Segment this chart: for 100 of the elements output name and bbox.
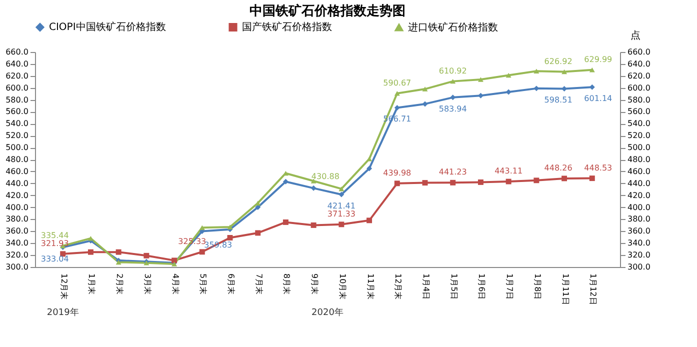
y-tick-label: 540.0 [6,119,28,128]
point [338,222,344,228]
x-tick-label: 1月末 [87,274,96,295]
point [562,176,568,182]
x-tick-label: 11月末 [366,274,375,300]
point [366,218,372,224]
point [478,179,484,185]
point [534,178,540,184]
y2-tick-label: 560.0 [628,107,650,116]
point [310,222,316,228]
text: 2019年 [46,307,79,318]
point [422,101,428,107]
chart-title: 中国铁矿石价格指数走势图 [250,3,406,19]
y2-tick-label: 320.0 [628,250,650,260]
y2-tick-label: 340.0 [628,238,650,248]
y-tick-label: 580.0 [6,95,28,104]
y2-tick-label: 500.0 [628,143,650,152]
point [450,180,456,186]
point [589,68,595,72]
data-label: 583.94 [438,104,467,114]
point [562,69,568,74]
point [338,192,344,198]
x-tick-label: 12月末 [394,274,403,300]
y-tick-label: 320.0 [6,250,28,260]
point [282,219,288,225]
y-tick-label: 660.0 [6,48,28,56]
y2-tick-label: 380.0 [628,214,650,224]
y2-tick-label: 520.0 [628,131,650,140]
x-tick-label: 2月末 [115,274,124,295]
y-tick-label: 620.0 [6,71,28,80]
point [366,156,372,162]
x-tick-label: 12月末 [59,274,68,300]
data-label: 448.53 [584,163,612,172]
x-tick-label: 1月11日 [560,274,570,305]
y-tick-label: 500.0 [6,143,28,152]
x-tick-label: 10月末 [338,274,347,300]
data-label: 321.93 [40,238,69,248]
x-tick-label: 5月末 [198,274,208,295]
point [450,78,456,84]
data-label: 333.04 [40,254,69,264]
x-tick-label: 1月12日 [588,274,598,305]
data-label: 335.44 [40,230,69,240]
y-tick-label: 640.0 [6,59,28,68]
data-label: 371.33 [327,209,356,218]
point [88,236,94,241]
x-tick-label: 9月末 [310,274,320,295]
data-label: 629.99 [584,54,612,64]
point [338,186,344,192]
point [199,249,205,255]
x-tick-label: 1月8日 [532,274,542,300]
y-tick-label: 480.0 [6,155,28,164]
data-label: 598.51 [544,96,572,105]
y-tick-label: 560.0 [6,107,28,116]
x-tick-label: 1月6日 [477,274,486,300]
point [227,234,233,240]
y-tick-label: 300.0 [6,262,28,272]
y-tick-label: 420.0 [6,190,28,200]
data-label: 439.98 [383,168,412,178]
data-label: 430.88 [311,172,340,181]
point [116,249,122,255]
point [478,77,484,82]
x-tick-label: 3月末 [142,274,152,295]
y2-tick-label: 640.0 [628,59,650,68]
y-tick-label: 360.0 [6,226,28,236]
y-tick-label: 600.0 [6,83,28,92]
point [422,180,428,186]
point [172,258,178,264]
y2-tick-label: 360.0 [628,226,650,236]
x-tick-label: 8月末 [282,274,292,295]
point [88,249,94,255]
x-tick-label: 6月末 [226,274,236,295]
point [589,176,595,182]
data-label: 443.11 [494,166,523,176]
point [506,89,512,95]
y2-tick-label: 600.0 [628,83,650,92]
point [144,252,150,258]
point [366,166,372,172]
data-label: 610.92 [438,66,467,76]
data-label: 441.23 [438,168,467,177]
y2-tick-label: 540.0 [628,119,650,128]
legend-label: 进口铁矿石价格指数 [408,21,498,34]
x-tick-label: 1月5日 [449,274,458,300]
y-tick-label: 460.0 [6,166,28,176]
point [394,104,400,110]
y2-tick-label: 300.0 [628,262,650,272]
point [255,230,261,236]
point [506,178,512,184]
point [394,180,400,186]
point [394,91,400,96]
y2-tick-label: 620.0 [628,71,650,80]
data-label: 421.41 [327,201,356,210]
point [282,178,288,184]
data-label: 626.92 [544,56,572,66]
point [227,224,233,230]
y2-tick-label: 420.0 [628,190,650,200]
data-label: 590.67 [383,78,412,88]
y-tick-label: 440.0 [6,178,28,188]
y2-tick-label: 460.0 [628,166,650,176]
legend-label: CIOPI中国铁矿石价格指数 [49,21,166,34]
x-tick-label: 1月4日 [422,274,430,300]
